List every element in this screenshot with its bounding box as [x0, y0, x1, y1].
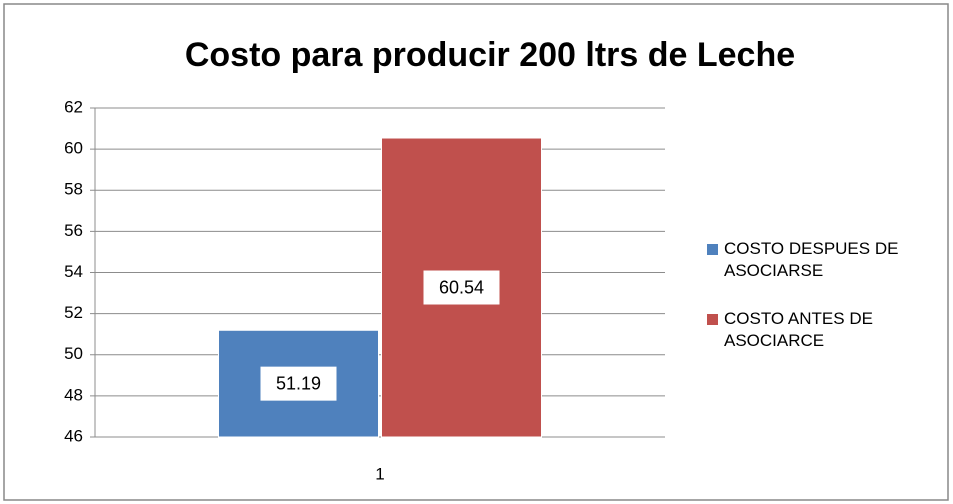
- data-label-box: [260, 366, 337, 401]
- y-tick-label: 58: [64, 180, 83, 199]
- y-tick-label: 60: [64, 139, 83, 158]
- legend-label: COSTO ANTES DE ASOCIARCE: [724, 309, 873, 350]
- chart-title: Costo para producir 200 ltrs de Leche: [185, 36, 795, 74]
- y-tick-label: 46: [64, 426, 83, 445]
- data-label: 60.54: [439, 277, 484, 297]
- x-tick-label: 1: [375, 464, 384, 483]
- y-tick-label: 52: [64, 303, 83, 322]
- legend-label: COSTO DESPUES DE ASOCIARSE: [724, 239, 899, 280]
- legend-swatch: [707, 314, 718, 325]
- y-tick-label: 56: [64, 221, 83, 240]
- y-tick-label: 50: [64, 344, 83, 363]
- y-tick-label: 54: [64, 262, 83, 281]
- y-tick-label: 62: [64, 97, 83, 116]
- legend-swatch: [707, 244, 718, 255]
- data-label-box: [423, 270, 500, 305]
- data-label: 51.19: [276, 373, 321, 393]
- y-tick-label: 48: [64, 385, 83, 404]
